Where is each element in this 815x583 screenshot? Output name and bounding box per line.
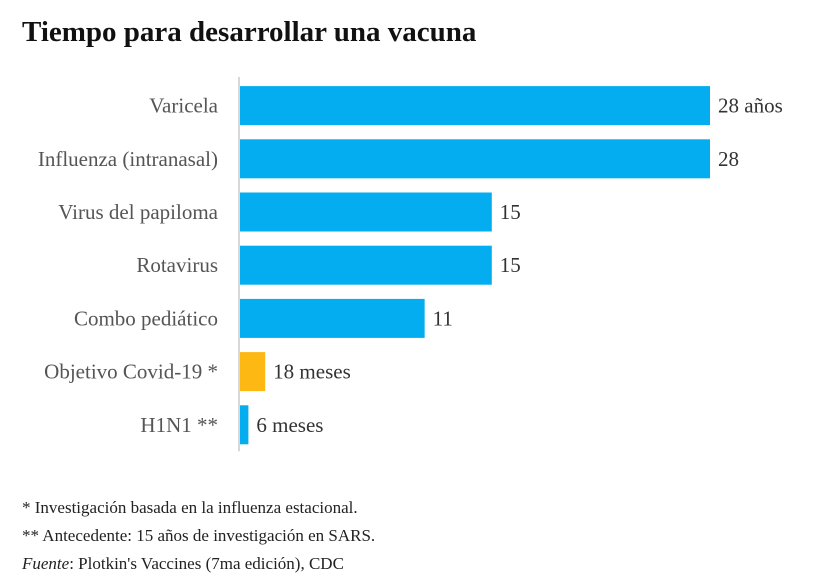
value-label: 11 xyxy=(433,306,453,330)
category-label: Varicela xyxy=(149,94,218,118)
bar-chart: Varicela 28 años Influenza (intranasal) 28 V… xyxy=(38,77,783,452)
value-label: 6 meses xyxy=(256,413,323,437)
value-label: 28 años xyxy=(718,94,783,118)
chart-title: Tiempo para desarrollar una vacuna xyxy=(22,16,477,48)
footnotes: * Investigación basada en la influenza e… xyxy=(22,494,375,578)
value-label: 15 xyxy=(500,253,521,277)
bar-6 xyxy=(240,405,249,445)
category-label: Objetivo Covid-19 * xyxy=(44,360,218,384)
value-label: 15 xyxy=(500,200,521,224)
footnote-1: * Investigación basada en la influenza e… xyxy=(22,498,358,517)
category-label: Virus del papiloma xyxy=(58,200,218,224)
value-label: 18 meses xyxy=(273,360,351,384)
category-label: H1N1 ** xyxy=(140,413,218,437)
category-label: Influenza (intranasal) xyxy=(38,147,218,171)
value-label: 28 xyxy=(718,147,739,171)
bars-group: Varicela 28 años Influenza (intranasal) 28 V… xyxy=(38,86,783,445)
bar-4 xyxy=(240,298,425,338)
footnote-2: ** Antecedente: 15 años de investigación… xyxy=(22,526,376,545)
source-text: : Plotkin's Vaccines (7ma edición), CDC xyxy=(69,554,344,573)
bar-3 xyxy=(240,245,492,285)
category-label: Rotavirus xyxy=(136,253,218,277)
bar-0 xyxy=(240,86,710,126)
source-note: Fuente: Plotkin's Vaccines (7ma edición)… xyxy=(22,550,375,578)
category-label: Combo pediático xyxy=(74,306,218,330)
bar-1 xyxy=(240,139,710,179)
bar-5 xyxy=(240,352,266,392)
source-label: Fuente xyxy=(22,554,70,573)
bar-2 xyxy=(240,192,492,232)
